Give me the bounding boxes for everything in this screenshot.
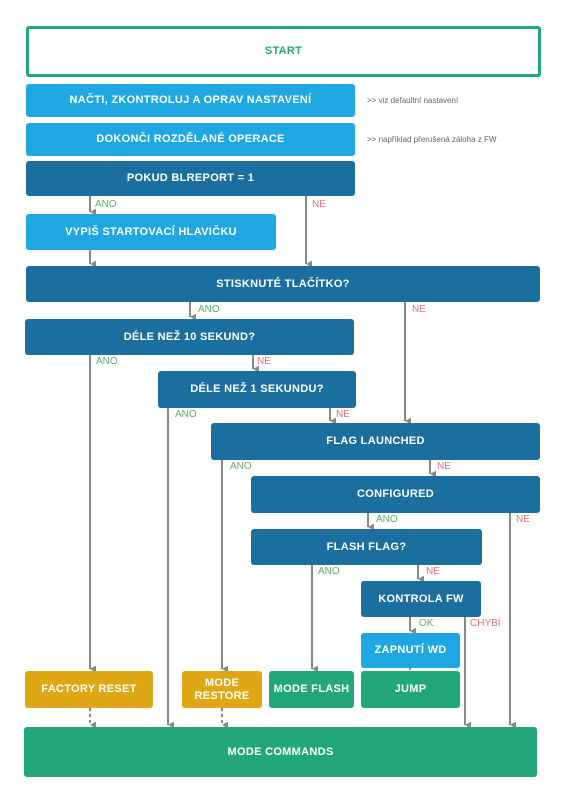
- mode-restore-label-line2: RESTORE: [194, 689, 250, 702]
- dele1-ano-label: ANO: [175, 409, 197, 420]
- dele10-label: DÉLE NEŽ 10 SEKUND?: [123, 330, 256, 343]
- stisknute-label: STISKNUTÉ TLAČÍTKO?: [216, 277, 350, 290]
- mode-flash-label: MODE FLASH: [273, 683, 350, 695]
- start-node: START: [26, 26, 541, 77]
- nacti-node: NAČTI, ZKONTROLUJ A OPRAV NASTAVENÍ: [26, 84, 355, 117]
- flash-flag-label: FLASH FLAG?: [326, 540, 407, 553]
- nacti-label: NAČTI, ZKONTROLUJ A OPRAV NASTAVENÍ: [69, 94, 312, 106]
- factory-reset-label: FACTORY RESET: [41, 683, 137, 695]
- flash-flag-node: FLASH FLAG?: [251, 529, 482, 565]
- stisknute-ne-label: NE: [412, 304, 426, 315]
- vypis-node: VYPIŠ STARTOVACÍ HLAVIČKU: [26, 214, 276, 250]
- configured-node: CONFIGURED: [251, 476, 540, 513]
- flag-ne-label: NE: [437, 461, 451, 472]
- flag-launched-node: FLAG LAUNCHED: [211, 423, 540, 460]
- configured-ne-label: NE: [516, 514, 530, 525]
- dokonci-label: DOKONČI ROZDĚLANÉ OPERACE: [96, 133, 285, 145]
- stisknute-node: STISKNUTÉ TLAČÍTKO?: [26, 266, 540, 302]
- pokud-ne-label: NE: [312, 199, 326, 210]
- nacti-note: >> viz defaultní nastavení: [367, 96, 459, 105]
- kontrola-fw-node: KONTROLA FW: [361, 581, 481, 617]
- dele10-ne-label: NE: [257, 356, 271, 367]
- stisknute-ano-label: ANO: [198, 304, 220, 315]
- jump-label: JUMP: [394, 683, 427, 695]
- mode-restore-label-line1: MODE: [204, 676, 240, 689]
- mode-commands-label: MODE COMMANDS: [227, 745, 334, 758]
- configured-ano-label: ANO: [376, 514, 398, 525]
- mode-flash-node: MODE FLASH: [269, 671, 354, 708]
- mode-commands-node: MODE COMMANDS: [24, 727, 537, 777]
- dele10-node: DÉLE NEŽ 10 SEKUND?: [25, 319, 354, 355]
- dele1-node: DÉLE NEŽ 1 SEKUNDU?: [158, 371, 356, 408]
- flag-launched-label: FLAG LAUNCHED: [326, 435, 425, 447]
- jump-node: JUMP: [361, 671, 460, 708]
- flashflag-ano-label: ANO: [318, 566, 340, 577]
- start-label: START: [264, 45, 303, 57]
- dele1-label: DÉLE NEŽ 1 SEKUNDU?: [190, 383, 324, 395]
- flashflag-ne-label: NE: [426, 566, 440, 577]
- pokud-label: POKUD BLREPORT = 1: [126, 172, 255, 184]
- pokud-ano-label: ANO: [95, 199, 117, 210]
- kontrola-ok-label: OK: [419, 618, 434, 629]
- vypis-label: VYPIŠ STARTOVACÍ HLAVIČKU: [65, 225, 237, 238]
- kontrola-fw-label: KONTROLA FW: [378, 592, 464, 605]
- zapnuti-wd-node: ZAPNUTÍ WD: [361, 633, 460, 668]
- flag-ano-label: ANO: [230, 461, 252, 472]
- pokud-node: POKUD BLREPORT = 1: [26, 161, 355, 196]
- factory-reset-node: FACTORY RESET: [25, 671, 153, 708]
- dokonci-note: >> například přerušená záloha z FW: [367, 135, 497, 144]
- zapnuti-wd-label: ZAPNUTÍ WD: [374, 644, 447, 656]
- mode-restore-node: MODE RESTORE: [182, 671, 262, 708]
- configured-label: CONFIGURED: [357, 488, 434, 500]
- kontrola-chybi-label: CHYBÍ: [470, 618, 501, 629]
- dokonci-node: DOKONČI ROZDĚLANÉ OPERACE: [26, 123, 355, 156]
- dele10-ano-label: ANO: [96, 356, 118, 367]
- dele1-ne-label: NE: [336, 409, 350, 420]
